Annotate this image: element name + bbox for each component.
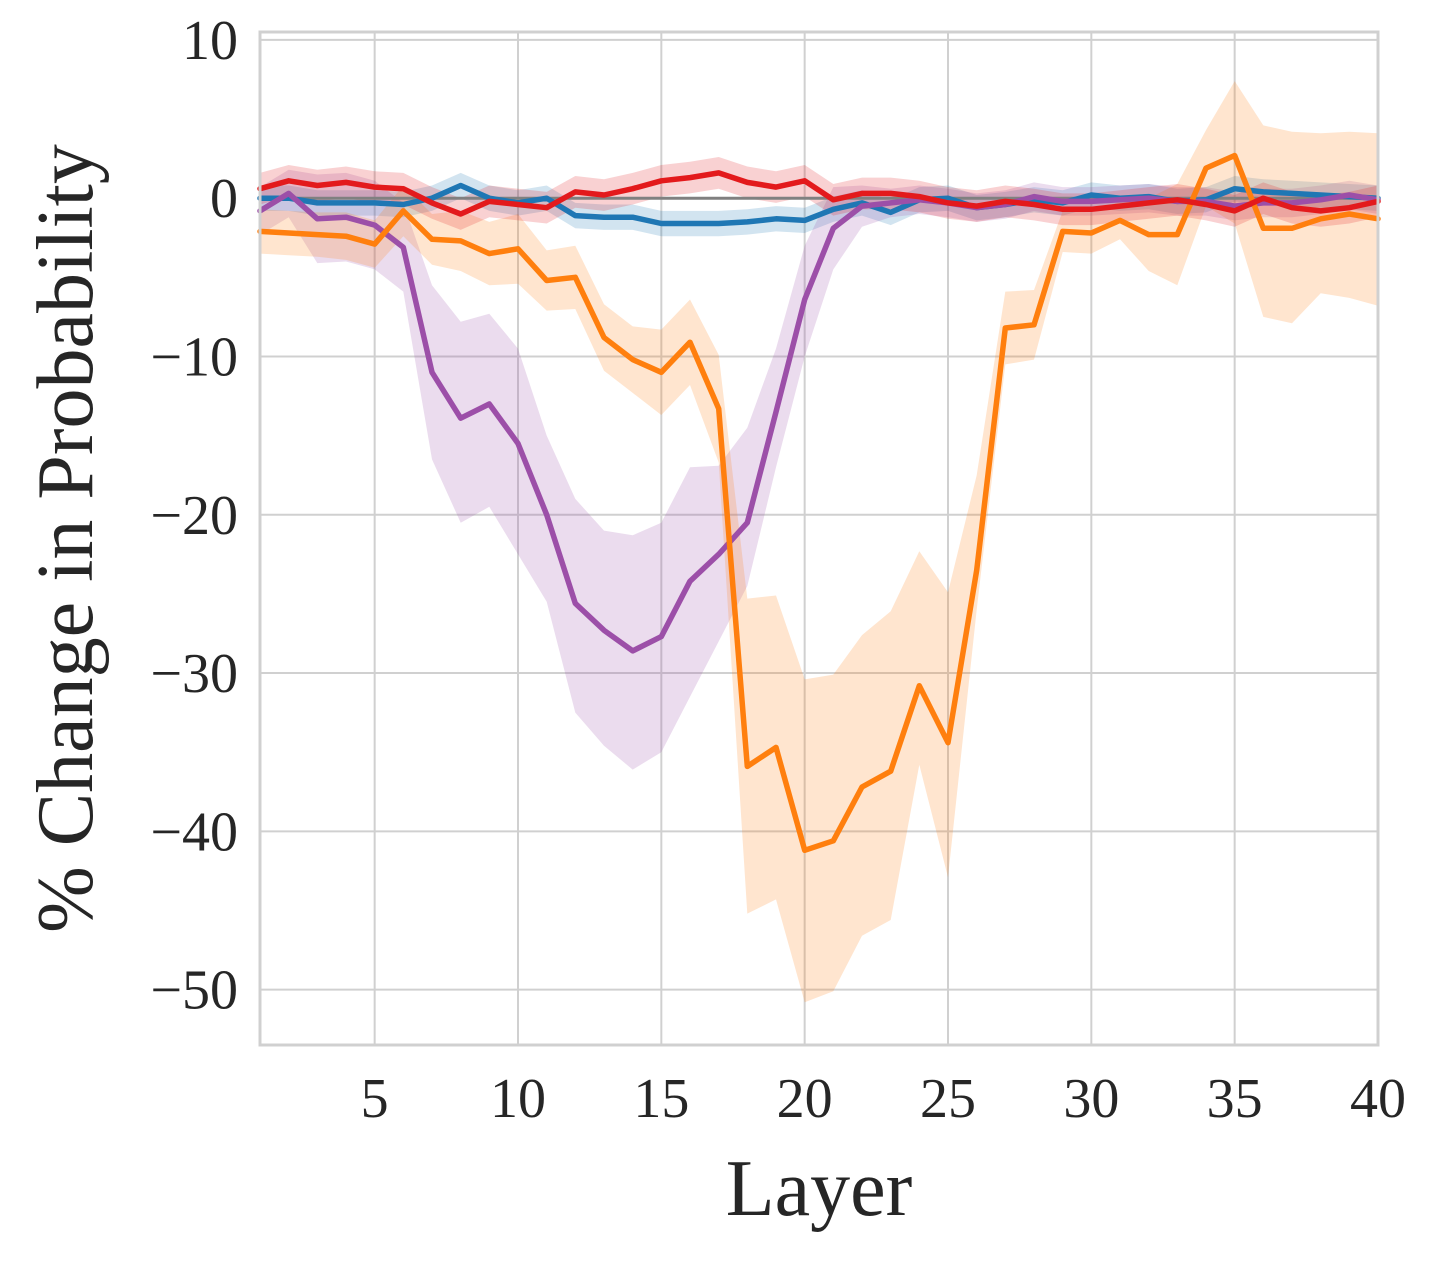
confidence-band-2 — [260, 169, 1378, 770]
x-tick-label: 40 — [1350, 1068, 1406, 1130]
y-tick-label: 0 — [210, 168, 238, 230]
y-tick-label: −30 — [150, 643, 238, 705]
x-tick-label: 25 — [920, 1068, 976, 1130]
plot-frame — [258, 30, 1380, 1047]
y-tick-label: −40 — [150, 801, 238, 863]
x-tick-label: 20 — [777, 1068, 833, 1130]
x-axis-label: Layer — [726, 1145, 913, 1233]
y-tick-labels: 10 0 −10 −20 −30 −40 −50 — [150, 10, 238, 1022]
x-tick-label: 5 — [361, 1068, 389, 1130]
x-tick-labels: 5 10 15 20 25 30 35 40 — [361, 1068, 1406, 1130]
y-tick-label: 10 — [182, 10, 238, 72]
series-line-4 — [257, 170, 1381, 217]
y-axis-label: % Change in Probability — [22, 144, 110, 933]
x-tick-label: 30 — [1063, 1068, 1119, 1130]
confidence-bands — [260, 81, 1378, 1003]
y-tick-label: −10 — [150, 326, 238, 388]
y-tick-label: −50 — [150, 960, 238, 1022]
confidence-band-3 — [260, 81, 1378, 1003]
x-tick-label: 10 — [490, 1068, 546, 1130]
x-tick-label: 35 — [1207, 1068, 1263, 1130]
y-tick-label: −20 — [150, 485, 238, 547]
confidence-band-1 — [260, 172, 1378, 237]
x-tick-label: 15 — [633, 1068, 689, 1130]
series-lines — [257, 152, 1381, 854]
